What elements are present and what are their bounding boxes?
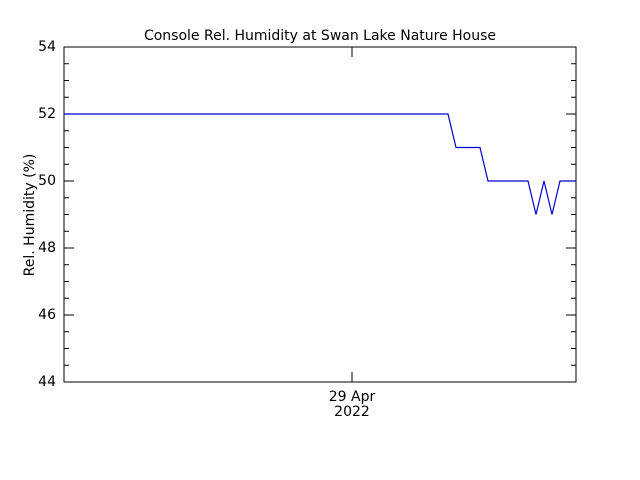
y-tick-label: 54 <box>38 39 56 55</box>
y-axis-label: Rel. Humidity (%) <box>22 154 38 277</box>
y-tick-label: 48 <box>38 240 56 256</box>
y-tick-label: 44 <box>38 374 56 390</box>
x-tick-label: 29 Apr <box>329 389 376 405</box>
chart-title: Console Rel. Humidity at Swan Lake Natur… <box>144 28 496 44</box>
x-tick-sublabel: 2022 <box>334 404 370 420</box>
y-tick-label: 50 <box>38 173 56 189</box>
data-line <box>64 113 576 215</box>
y-tick-label: 52 <box>38 106 56 122</box>
y-tick-label: 46 <box>38 307 56 323</box>
